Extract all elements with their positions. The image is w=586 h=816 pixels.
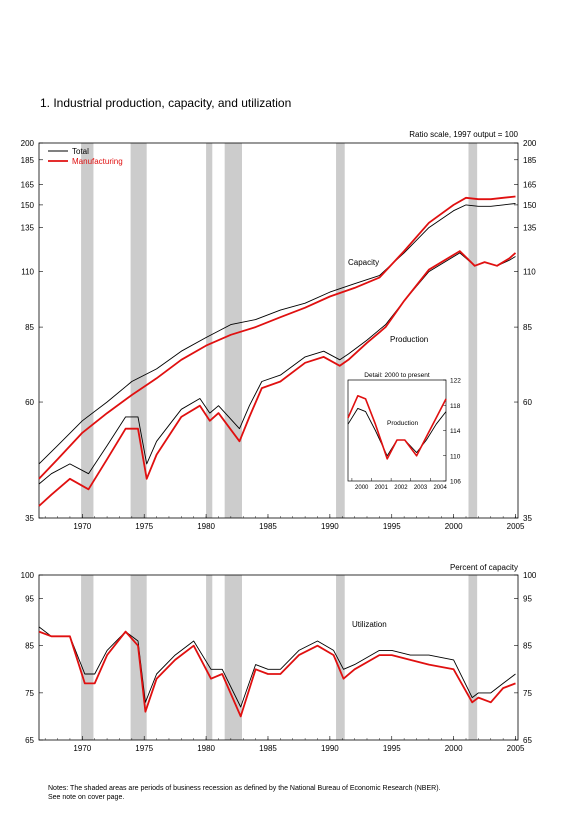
util-ytick-label-left-1: 75 [25, 689, 34, 698]
inset-annotation-production: Production [387, 420, 418, 427]
main-ytick-label-right-0: 35 [523, 514, 532, 523]
util-ytick-label-left-4: 100 [21, 571, 35, 580]
main-ytick-label-right-3: 110 [523, 268, 536, 277]
main-xtick-label-5: 1995 [383, 522, 401, 531]
inset-ytick-label-4: 122 [450, 378, 461, 385]
util-ytick-label-right-0: 65 [523, 736, 532, 745]
util-ytick-label-right-2: 85 [523, 642, 532, 651]
util-series-0 [38, 626, 516, 708]
main-series-3 [38, 250, 517, 507]
util-recession-band-3 [224, 575, 242, 740]
util-recession-band-5 [468, 575, 478, 740]
recession-band-1 [130, 143, 147, 518]
main-ytick-label-left-0: 35 [25, 514, 34, 523]
main-ytick-label-right-7: 185 [523, 156, 537, 165]
main-xtick-label-4: 1990 [321, 522, 339, 531]
main-ytick-label-left-1: 60 [25, 398, 34, 407]
util-xtick-label-7: 2005 [507, 744, 525, 753]
inset-series-1 [347, 394, 447, 460]
main-ytick-label-left-6: 165 [21, 180, 35, 189]
main-ytick-label-right-2: 85 [523, 323, 532, 332]
main-ytick-label-right-1: 60 [523, 398, 532, 407]
util-xtick-label-1: 1975 [135, 744, 153, 753]
main-ytick-label-left-4: 135 [21, 224, 35, 233]
annotation-capacity: Capacity [348, 258, 379, 267]
main-ytick-label-right-8: 200 [523, 139, 537, 148]
util-ytick-label-left-0: 65 [25, 736, 34, 745]
util-ytick-label-right-3: 95 [523, 595, 532, 604]
main-series-0 [38, 203, 516, 465]
legend-label-total: Total [72, 147, 89, 156]
util-ytick-label-left-3: 95 [25, 595, 34, 604]
util-chart-frame [38, 574, 519, 741]
inset-ytick-label-3: 118 [450, 403, 461, 410]
util-xtick-label-6: 2000 [445, 744, 463, 753]
main-series-1 [38, 195, 516, 480]
util-xtick-label-2: 1980 [197, 744, 215, 753]
main-ytick-label-left-2: 85 [25, 323, 34, 332]
util-xtick-label-0: 1970 [73, 744, 91, 753]
page-title: 1. Industrial production, capacity, and … [40, 96, 292, 110]
main-chart-frame [38, 142, 519, 519]
inset-ytick-label-1: 110 [450, 453, 461, 460]
annotation-utilization: Utilization [352, 620, 387, 629]
recession-band-3 [224, 143, 242, 518]
main-ytick-label-right-4: 135 [523, 224, 537, 233]
main-xtick-label-1: 1975 [135, 522, 153, 531]
main-scale-note: Ratio scale, 1997 output = 100 [409, 130, 518, 139]
util-recession-band-4 [336, 575, 345, 740]
main-series-2 [38, 252, 516, 485]
util-axis-label: Percent of capacity [450, 563, 518, 572]
inset-ytick-label-0: 106 [450, 479, 461, 486]
main-ytick-label-left-3: 110 [21, 268, 34, 277]
recession-band-4 [336, 143, 345, 518]
util-recession-band-2 [206, 575, 213, 740]
inset-xtick-label-4: 2004 [433, 485, 447, 491]
inset-xtick-label-2: 2002 [394, 485, 408, 491]
main-ytick-label-right-5: 150 [523, 201, 537, 210]
main-xtick-label-7: 2005 [507, 522, 525, 531]
main-xtick-label-2: 1980 [197, 522, 215, 531]
recession-band-5 [468, 143, 478, 518]
main-xtick-label-3: 1985 [259, 522, 277, 531]
legend-label-manufacturing: Manufacturing [72, 157, 123, 166]
util-series-1 [38, 630, 516, 718]
inset-ytick-label-2: 114 [450, 428, 461, 435]
main-xtick-label-6: 2000 [445, 522, 463, 531]
inset-xtick-label-1: 2001 [375, 485, 389, 491]
util-recession-band-0 [81, 575, 94, 740]
util-ytick-label-right-1: 75 [523, 689, 532, 698]
util-xtick-label-5: 1995 [383, 744, 401, 753]
util-xtick-label-3: 1985 [259, 744, 277, 753]
inset-title: Detail: 2000 to present [364, 372, 430, 379]
main-ytick-label-left-5: 150 [21, 201, 35, 210]
footnote-line-1: Notes: The shaded areas are periods of b… [48, 785, 441, 792]
footnotes: Notes: The shaded areas are periods of b… [48, 784, 568, 802]
recession-band-2 [206, 143, 213, 518]
main-ytick-label-right-6: 165 [523, 180, 537, 189]
annotation-production: Production [390, 335, 428, 344]
main-ytick-label-left-7: 185 [21, 156, 35, 165]
main-xtick-label-0: 1970 [73, 522, 91, 531]
util-ytick-label-right-4: 100 [523, 571, 537, 580]
footnote-line-2: See note on cover page. [48, 794, 125, 801]
inset-frame [347, 379, 447, 482]
inset-xtick-label-3: 2003 [414, 485, 428, 491]
main-ytick-label-left-8: 200 [21, 139, 35, 148]
util-xtick-label-4: 1990 [321, 744, 339, 753]
inset-xtick-label-0: 2000 [355, 485, 369, 491]
util-ytick-label-left-2: 85 [25, 642, 34, 651]
recession-band-0 [81, 143, 94, 518]
